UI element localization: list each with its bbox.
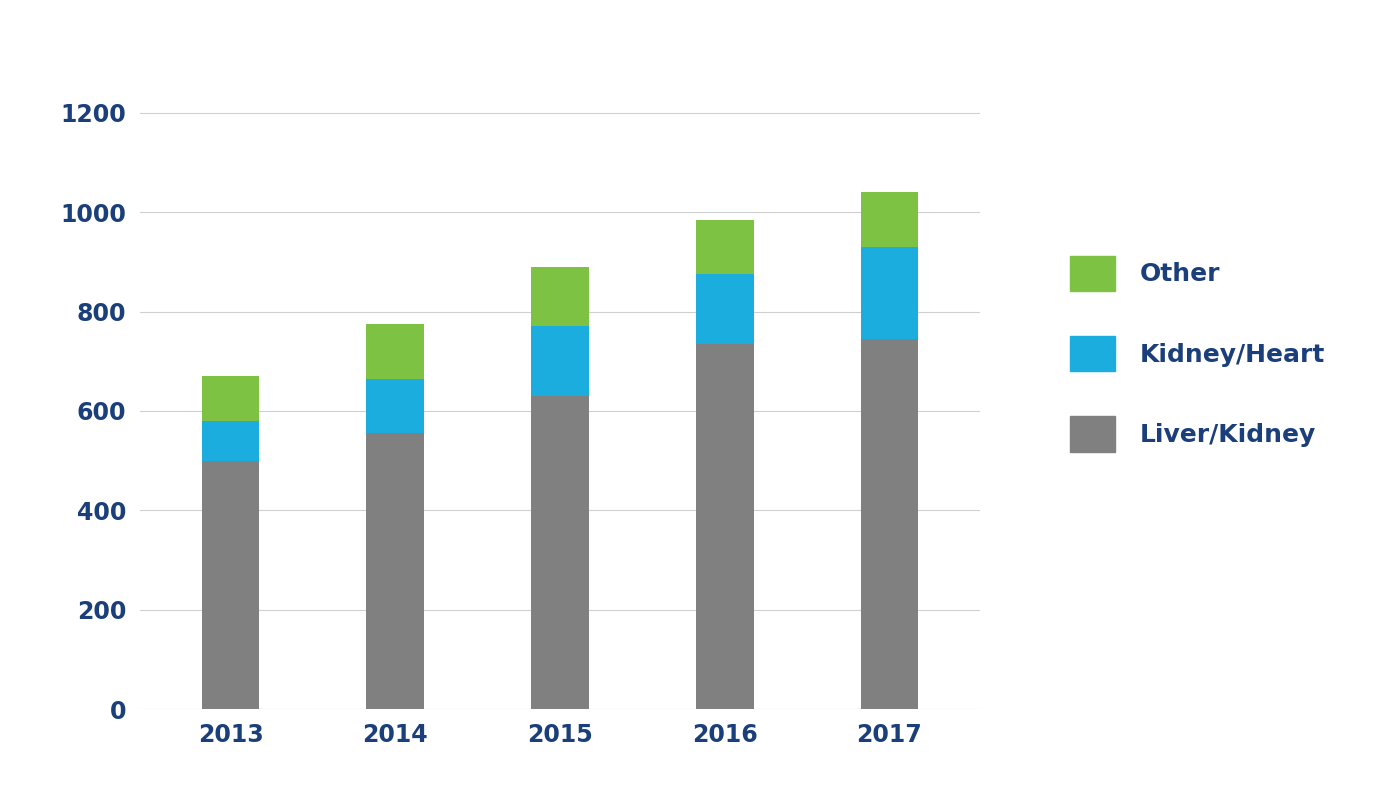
Bar [367,433,424,709]
Legend: Other, Kidney/Heart, Liver/Kidney: Other, Kidney/Heart, Liver/Kidney [1060,246,1336,462]
Bar [696,344,753,709]
Bar [861,192,918,247]
Bar [531,396,589,709]
Bar [861,247,918,339]
Bar [696,274,753,344]
Bar [202,461,259,709]
Bar [367,324,424,379]
Bar [531,267,589,326]
Bar [531,326,589,396]
Bar [202,376,259,421]
Bar [367,379,424,433]
Bar [202,421,259,461]
Bar [861,339,918,709]
Bar [696,220,753,274]
